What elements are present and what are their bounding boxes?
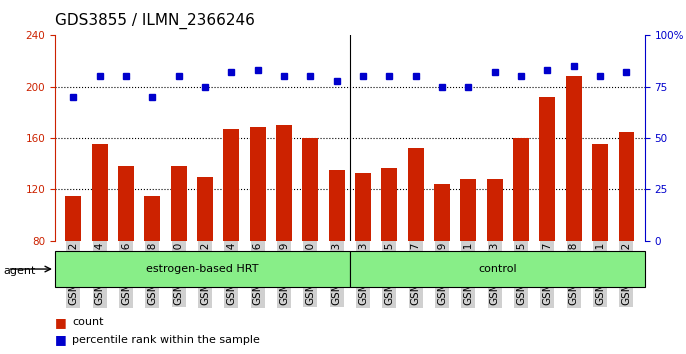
Text: ■: ■ [55, 316, 67, 329]
Bar [329, 170, 344, 343]
Text: GDS3855 / ILMN_2366246: GDS3855 / ILMN_2366246 [55, 12, 255, 29]
Bar [276, 125, 292, 343]
Bar [55, 251, 350, 287]
Bar [303, 138, 318, 343]
Bar [224, 129, 239, 343]
Bar [250, 126, 265, 343]
Bar [434, 184, 450, 343]
Bar [118, 166, 134, 343]
Bar [513, 138, 529, 343]
Bar [92, 144, 108, 343]
Bar [381, 167, 397, 343]
Text: percentile rank within the sample: percentile rank within the sample [72, 335, 260, 345]
Text: control: control [478, 264, 517, 274]
Text: count: count [72, 317, 104, 327]
Bar [197, 177, 213, 343]
Bar [355, 173, 371, 343]
Bar [407, 148, 424, 343]
Text: agent: agent [3, 266, 36, 276]
Text: estrogen-based HRT: estrogen-based HRT [146, 264, 259, 274]
Bar [487, 179, 503, 343]
Bar [65, 196, 81, 343]
Bar [145, 196, 161, 343]
Bar [350, 251, 645, 287]
Bar [619, 132, 635, 343]
Bar [566, 76, 582, 343]
Bar [171, 166, 187, 343]
Text: ■: ■ [55, 333, 67, 346]
Bar [592, 144, 608, 343]
Bar [539, 97, 555, 343]
Bar [460, 179, 476, 343]
